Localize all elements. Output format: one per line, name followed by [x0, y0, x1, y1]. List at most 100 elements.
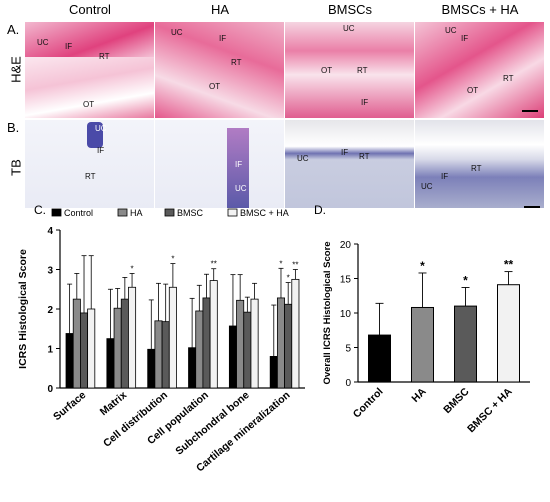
he-image-ha: UC IF RT OT	[155, 22, 284, 118]
y-tick-label: 3	[47, 266, 53, 277]
significance-mark: **	[211, 260, 217, 269]
bar	[80, 312, 89, 389]
bar	[209, 280, 218, 389]
bar	[65, 333, 74, 389]
y-tick-label: 10	[340, 309, 352, 320]
y-tick-label: 1	[47, 345, 53, 356]
legend-swatch	[227, 208, 238, 217]
bar	[188, 347, 197, 389]
legend-label: BMSC + HA	[240, 208, 289, 218]
bar	[128, 286, 137, 389]
bar	[120, 298, 129, 389]
significance-mark: *	[130, 264, 133, 273]
tb-bmscs-label-3: RT	[359, 152, 370, 161]
scale-bar-tb	[524, 206, 540, 208]
y-tick-label: 0	[47, 384, 53, 395]
bar	[250, 298, 259, 389]
bar	[72, 298, 81, 389]
he-control-label-1: UC	[37, 38, 49, 47]
significance-mark: **	[292, 261, 298, 270]
y-tick-label: 2	[47, 305, 53, 316]
y-tick-label: 4	[47, 226, 53, 237]
y-tick-label: 20	[340, 240, 352, 251]
column-header-bmscs-ha: BMSCs + HA	[441, 2, 519, 17]
bar	[202, 297, 211, 389]
bar	[113, 307, 122, 389]
bar	[269, 355, 278, 389]
tb-control-label-1: UC	[95, 124, 107, 133]
tb-image-ha: IF UC	[155, 120, 284, 208]
tb-image-bmscs-ha: RT IF UC	[415, 120, 544, 208]
he-ha-label-2: IF	[219, 34, 227, 43]
tb-image-control: UC IF RT	[25, 120, 154, 208]
x-tick-label: Surface	[51, 389, 88, 423]
he-image-control: UC IF RT OT	[25, 22, 154, 118]
tb-bmscs-label-2: IF	[341, 148, 349, 157]
he-image-bmscs-ha: UC IF OT RT	[415, 22, 544, 118]
tb-ha-label-1: IF	[235, 160, 243, 169]
bar	[168, 286, 177, 389]
he-bmscs-label-2: OT	[321, 66, 333, 75]
y-tick-label: 5	[345, 344, 351, 355]
he-ha-label-3: RT	[231, 58, 242, 67]
x-tick-label: BMSC + HA	[465, 385, 515, 435]
tb-ha-label-2: UC	[235, 184, 247, 193]
he-bmscs-ha-label-4: RT	[503, 74, 514, 83]
bar	[154, 320, 163, 389]
bar	[454, 305, 477, 383]
chart-d: D. 0 5 10 15 20 Overall ICRS Histological Sco…	[314, 203, 530, 435]
bar	[243, 311, 252, 389]
column-header-bmscs: BMSCs	[327, 2, 373, 17]
bar	[106, 338, 115, 389]
bar	[87, 308, 96, 389]
legend-label: Control	[64, 208, 93, 218]
x-tick-label: BMSC	[441, 385, 472, 416]
significance-mark: *	[279, 259, 282, 268]
panel-letter-d: D.	[314, 203, 326, 217]
row-label-he: H&E	[8, 56, 24, 83]
tb-control-label-3: RT	[85, 172, 96, 181]
legend-label: HA	[130, 208, 143, 218]
bar	[236, 299, 245, 389]
he-bmscs-label-1: UC	[343, 24, 355, 33]
x-tick-label: Control	[351, 386, 386, 421]
x-tick-label: Subchondral bone	[173, 389, 251, 458]
legend-swatch	[164, 208, 175, 217]
significance-mark: *	[420, 259, 425, 273]
he-control-label-2: IF	[65, 42, 73, 51]
he-control-label-4: OT	[83, 100, 95, 109]
x-tick-label: HA	[409, 385, 429, 405]
column-header-ha: HA	[210, 2, 230, 17]
he-bmscs-label-3: RT	[357, 66, 368, 75]
he-control-label-3: RT	[99, 52, 110, 61]
he-bmscs-ha-label-2: IF	[461, 34, 469, 43]
panel-letter-a: A.	[7, 22, 20, 37]
tb-image-bmscs: UC IF RT	[285, 120, 414, 208]
significance-mark: **	[504, 258, 514, 272]
he-ha-label-4: OT	[209, 82, 221, 91]
panel-letter-b: B.	[7, 120, 20, 135]
bar	[161, 321, 170, 389]
bar	[291, 278, 300, 389]
tb-bmscs-ha-label-2: IF	[441, 172, 449, 181]
tb-control-label-2: IF	[97, 146, 105, 155]
he-ha-label-1: UC	[171, 28, 183, 37]
significance-mark: *	[287, 274, 290, 283]
bar	[411, 306, 434, 383]
x-tick-label: Matrix	[98, 389, 130, 418]
column-header-control: Control	[69, 2, 111, 17]
y-axis-title: ICRS Histological Score	[17, 249, 29, 369]
he-bmscs-ha-label-3: OT	[467, 86, 479, 95]
row-label-tb: TB	[8, 159, 24, 176]
bar	[497, 284, 520, 383]
legend-swatch	[51, 208, 62, 217]
y-tick-label: 0	[345, 378, 351, 389]
he-image-bmscs: UC OT RT IF	[285, 22, 414, 118]
he-bmscs-label-4: IF	[361, 98, 369, 107]
bar	[228, 325, 237, 389]
panel-letter-c: C.	[34, 203, 46, 217]
chart-c: C. Control HA BMSC BMSC + HA 0 1 2 3 4 ICRS Hist…	[17, 203, 305, 474]
legend-swatch	[117, 208, 128, 217]
bar	[195, 310, 204, 389]
bar	[147, 348, 156, 389]
